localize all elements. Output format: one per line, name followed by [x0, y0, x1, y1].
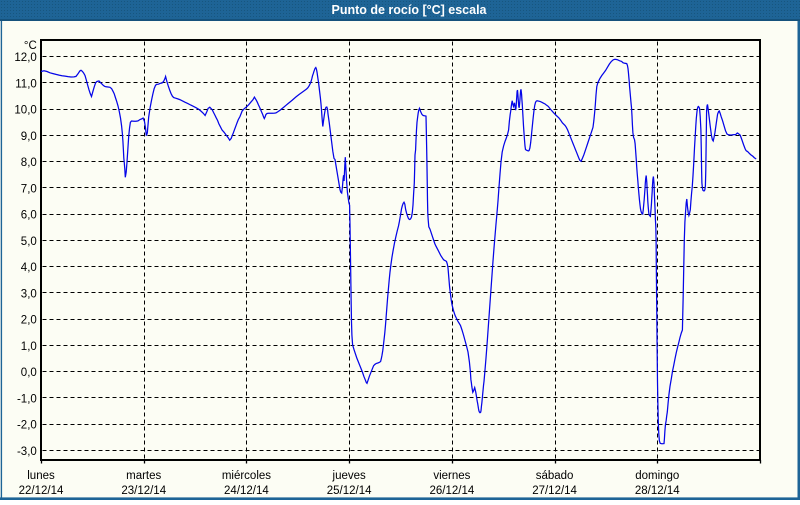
svg-text:6,0: 6,0 — [21, 210, 37, 222]
svg-text:1,0: 1,0 — [21, 341, 37, 353]
svg-text:martes: martes — [126, 470, 161, 482]
svg-text:27/12/14: 27/12/14 — [532, 485, 577, 497]
svg-text:sábado: sábado — [536, 470, 574, 482]
svg-text:-2,0: -2,0 — [17, 420, 37, 432]
svg-text:Punto de rocío [°C] escala: Punto de rocío [°C] escala — [331, 3, 487, 17]
svg-text:domingo: domingo — [635, 470, 679, 482]
svg-text:4,0: 4,0 — [21, 262, 37, 274]
svg-text:jueves: jueves — [332, 470, 366, 482]
svg-text:2,0: 2,0 — [21, 315, 37, 327]
svg-text:0,0: 0,0 — [21, 367, 37, 379]
svg-text:23/12/14: 23/12/14 — [121, 485, 166, 497]
svg-text:5,0: 5,0 — [21, 236, 37, 248]
svg-text:28/12/14: 28/12/14 — [635, 485, 680, 497]
svg-text:26/12/14: 26/12/14 — [429, 485, 474, 497]
svg-text:°C: °C — [24, 40, 37, 52]
svg-text:12,0: 12,0 — [14, 52, 36, 64]
svg-text:9,0: 9,0 — [21, 131, 37, 143]
svg-text:24/12/14: 24/12/14 — [224, 485, 269, 497]
svg-text:22/12/14: 22/12/14 — [19, 485, 64, 497]
svg-text:lunes: lunes — [27, 470, 55, 482]
svg-text:3,0: 3,0 — [21, 288, 37, 300]
svg-text:-3,0: -3,0 — [17, 446, 37, 458]
svg-text:10,0: 10,0 — [14, 105, 36, 117]
svg-text:7,0: 7,0 — [21, 183, 37, 195]
svg-text:11,0: 11,0 — [15, 78, 37, 90]
svg-text:-1,0: -1,0 — [17, 393, 37, 405]
svg-text:viernes: viernes — [433, 470, 470, 482]
svg-text:25/12/14: 25/12/14 — [327, 485, 372, 497]
svg-text:miércoles: miércoles — [222, 470, 271, 482]
svg-text:8,0: 8,0 — [21, 157, 37, 169]
